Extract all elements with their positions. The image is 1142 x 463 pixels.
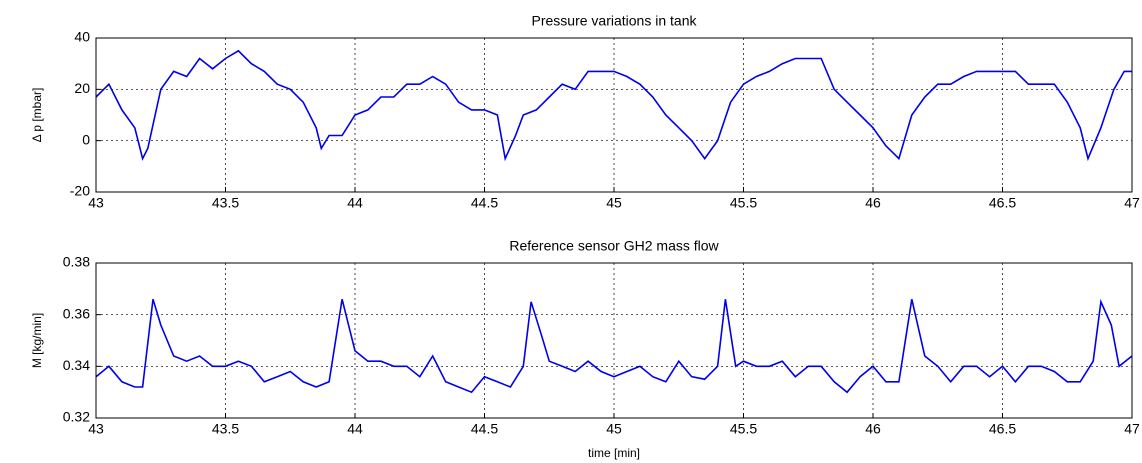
y-tick-label: 0.36	[63, 305, 90, 321]
y-tick-label: -20	[70, 183, 90, 199]
x-tick-label: 44	[347, 195, 363, 211]
x-tick-label: 45.5	[730, 421, 757, 437]
x-tick-label: 46.5	[989, 421, 1016, 437]
x-tick-label: 46.5	[989, 195, 1016, 211]
y-axis-label: Δ p [mbar]	[30, 88, 44, 143]
axes-box	[95, 262, 1133, 419]
x-tick-label: 46	[865, 421, 881, 437]
x-tick-label: 46	[865, 195, 881, 211]
x-tick-label: 44	[347, 421, 363, 437]
y-tick-label: 0.32	[63, 409, 90, 425]
x-tick-label: 47	[1124, 421, 1140, 437]
chart-title: Pressure variations in tank	[532, 13, 698, 29]
chart-title: Reference sensor GH2 mass flow	[509, 238, 719, 254]
x-tick-label: 44.5	[471, 195, 498, 211]
data-line	[95, 49, 1132, 162]
y-tick-label: 40	[74, 29, 90, 45]
y-axis-label: M [kg/min]	[30, 313, 44, 368]
x-tick-label: 43.5	[212, 421, 239, 437]
x-axis-label: time [min]	[588, 446, 640, 460]
x-tick-label: 47	[1124, 195, 1140, 211]
y-tick-label: 0.34	[63, 357, 90, 373]
x-tick-label: 45	[606, 195, 622, 211]
y-tick-label: 20	[74, 80, 90, 96]
data-line	[95, 298, 1133, 394]
axes-box	[95, 37, 1133, 193]
x-tick-label: 43.5	[212, 195, 239, 211]
y-tick-label: 0	[82, 131, 90, 147]
x-tick-label: 43	[88, 421, 104, 437]
x-tick-label: 44.5	[471, 421, 498, 437]
x-tick-label: 43	[88, 195, 104, 211]
x-tick-label: 45.5	[730, 195, 757, 211]
y-tick-label: 0.38	[63, 254, 90, 270]
x-tick-label: 45	[606, 421, 622, 437]
